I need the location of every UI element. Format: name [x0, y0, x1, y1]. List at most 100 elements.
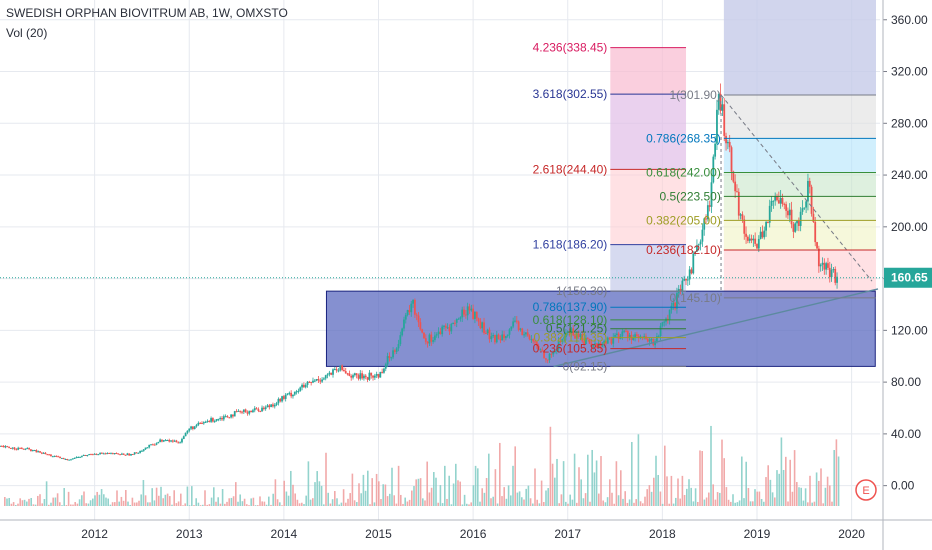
volume-bar — [23, 499, 26, 506]
volume-bar — [734, 502, 736, 506]
volume-bar — [208, 504, 211, 506]
candle-body — [40, 452, 43, 454]
volume-bars — [4, 425, 840, 506]
volume-bar — [268, 496, 270, 506]
volume-bar — [688, 479, 690, 506]
fib-level-label: 0.236(105.85) — [533, 342, 608, 356]
candle-body — [570, 328, 573, 333]
volume-bar — [419, 478, 422, 506]
volume-bar — [386, 496, 389, 506]
volume-bar — [70, 504, 72, 506]
candle-body — [474, 311, 476, 319]
x-tick-label: 2020 — [838, 527, 865, 541]
volume-bar — [708, 492, 710, 506]
fib-level-label: 1(150.30) — [556, 284, 607, 298]
volume-bar — [351, 473, 354, 506]
candle-body — [723, 104, 726, 136]
candle-body — [581, 334, 584, 342]
volume-bar — [510, 495, 512, 506]
volume-bar — [833, 450, 835, 506]
fib-level-label: 0.786(137.90) — [533, 300, 608, 314]
candle-body — [279, 398, 282, 402]
candle-body — [625, 330, 627, 332]
volume-bar — [402, 503, 404, 506]
candle-body — [563, 337, 566, 339]
volume-bar — [644, 496, 646, 506]
candle-body — [590, 343, 593, 347]
volume-bar — [514, 446, 516, 506]
volume-bar — [347, 498, 349, 506]
candle-body — [574, 335, 576, 339]
volume-bar — [789, 459, 791, 506]
candle-body — [710, 182, 713, 207]
candle-body — [195, 424, 198, 427]
volume-bar — [448, 475, 450, 506]
volume-bar — [474, 465, 477, 506]
candle-body — [763, 230, 766, 238]
volume-bar — [422, 498, 424, 506]
volume-bar — [15, 504, 17, 506]
candle-body — [814, 221, 817, 243]
volume-bar — [107, 498, 109, 506]
volume-bar — [800, 487, 802, 506]
volume-bar — [653, 477, 655, 506]
range-rectangle[interactable] — [325, 290, 876, 367]
candle-body — [459, 317, 462, 319]
candle-body — [246, 412, 249, 414]
candle-body — [113, 453, 116, 455]
candle-body — [836, 276, 838, 283]
candle-body — [426, 341, 429, 344]
volume-bar — [413, 486, 415, 506]
volume-bar — [727, 499, 730, 506]
candle-body — [235, 411, 238, 413]
volume-bar — [243, 498, 246, 506]
candle-body — [59, 456, 61, 459]
candle-body — [88, 454, 91, 456]
candle-body — [217, 418, 220, 420]
fib-level-label: 0.236(182.10) — [646, 243, 721, 257]
volume-bar — [558, 503, 560, 506]
candle-body — [403, 319, 405, 329]
candle-body — [801, 208, 804, 212]
candle-body — [355, 373, 358, 376]
volume-bar — [613, 503, 615, 506]
candle-body — [250, 410, 253, 413]
volume-bar — [56, 493, 59, 506]
candle-body — [332, 369, 334, 375]
volume-bar — [375, 473, 378, 506]
candle-body — [508, 329, 511, 335]
volume-bar — [435, 477, 437, 506]
candle-body — [676, 293, 678, 309]
volume-bar — [175, 503, 178, 506]
fib-level-label: 3.618(302.55) — [533, 87, 608, 101]
candle-body — [302, 384, 305, 388]
volume-bar — [499, 442, 501, 506]
volume-bar — [650, 491, 653, 506]
volume-bar — [426, 461, 428, 506]
candle-body — [51, 456, 54, 458]
candle-body — [412, 299, 414, 304]
volume-bar — [329, 503, 332, 506]
range-rectangle-box — [325, 290, 876, 367]
volume-bar — [393, 495, 395, 506]
volume-bar — [309, 499, 312, 506]
candle-body — [444, 325, 447, 328]
volume-bar — [32, 504, 35, 506]
candle-body — [477, 318, 480, 322]
volume-bar — [686, 488, 688, 506]
candle-body — [701, 229, 704, 242]
fib-level-label: 0.786(268.35) — [646, 131, 721, 145]
volume-bar — [518, 491, 521, 506]
volume-bar — [118, 501, 120, 506]
earnings-marker[interactable]: E — [855, 479, 877, 501]
y-tick-label: 320.00 — [891, 65, 928, 79]
candle-body — [712, 156, 715, 183]
candle-body — [605, 340, 607, 344]
volume-bar — [276, 499, 279, 506]
volume-bar — [290, 470, 292, 506]
candle-body — [381, 371, 384, 373]
volume-bar — [353, 500, 356, 506]
candle-body — [42, 452, 45, 454]
volume-bar — [188, 505, 191, 506]
